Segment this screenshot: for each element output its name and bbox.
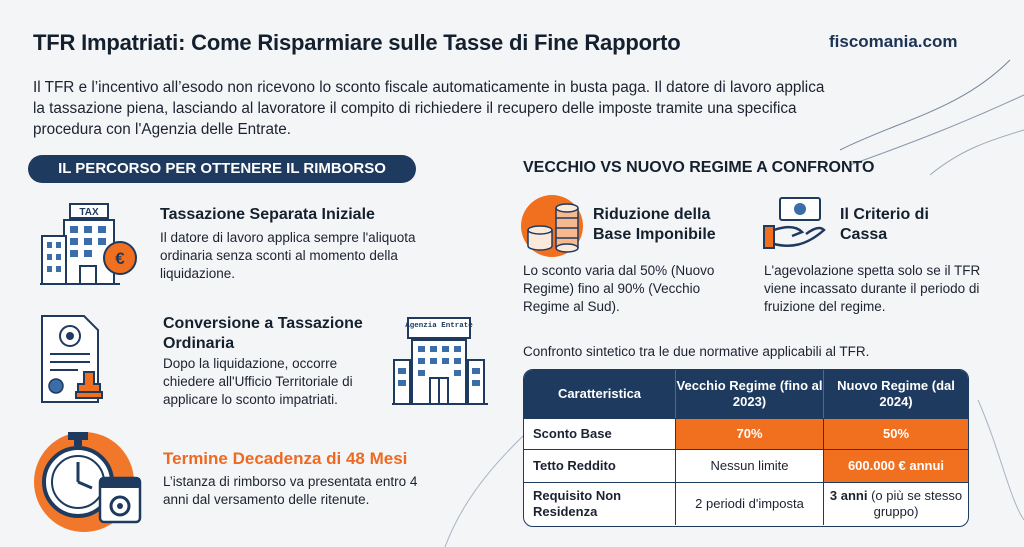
intro-paragraph: Il TFR e l’incentivo all’esodo non ricev…	[33, 79, 825, 138]
comparison-table: Caratteristica Vecchio Regime (fino al 2…	[523, 369, 969, 527]
coin-stack-icon	[521, 195, 583, 257]
hand-banknote-icon	[763, 197, 826, 249]
row-label: Requisito Non Residenza	[524, 483, 676, 525]
agenzia-sign-label: Agenzia Entrate	[405, 322, 473, 330]
row-label: Tetto Reddito	[524, 450, 676, 482]
table-cell: 600.000 € annui	[824, 450, 968, 482]
table-cell: 2 periodi d'imposta	[676, 483, 824, 525]
feature-1-text: Lo sconto varia dal 50% (Nuovo Regime) f…	[523, 263, 715, 314]
table-row: Sconto Base 70% 50%	[524, 418, 968, 449]
left-section-heading: IL PERCORSO PER OTTENERE IL RIMBORSO	[28, 155, 416, 183]
row-label: Sconto Base	[524, 419, 676, 449]
table-header-row: Caratteristica Vecchio Regime (fino al 2…	[524, 370, 968, 418]
tax-sign-label: TAX	[79, 207, 99, 218]
page-title: TFR Impatriati: Come Risparmiare sulle T…	[33, 30, 681, 55]
feature-1-title: Riduzione della Base Imponibile	[593, 206, 716, 243]
step-1-title: Tassazione Separata Iniziale	[160, 206, 375, 223]
table-cell-bold: 3 anni	[829, 488, 868, 503]
feature-2-title: Il Criterio di Cassa	[840, 206, 929, 243]
table-cell: 50%	[824, 419, 968, 449]
table-row: Tetto Reddito Nessun limite 600.000 € an…	[524, 449, 968, 482]
euro-symbol: €	[115, 249, 125, 268]
tax-building-icon: TAX €	[40, 203, 137, 285]
stopwatch-calendar-icon	[34, 432, 142, 532]
table-caption: Confronto sintetico tra le due normative…	[523, 344, 870, 359]
table-cell: Nessun limite	[676, 450, 824, 482]
step-3-title: Termine Decadenza di 48 Mesi	[163, 449, 408, 468]
step-2-title: Conversione a Tassazione Ordinaria	[163, 315, 363, 352]
table-row: Requisito Non Residenza 2 periodi d'impo…	[524, 482, 968, 525]
table-cell-rest: (o più se stesso gruppo)	[867, 488, 963, 519]
table-cell: 3 anni (o più se stesso gruppo)	[824, 483, 968, 525]
column-header: Nuovo Regime (dal 2024)	[837, 378, 955, 409]
step-3-text: L’istanza di rimborso va presentata entr…	[163, 474, 418, 507]
document-stamp-icon	[41, 315, 103, 403]
right-section-heading: VECCHIO VS NUOVO REGIME A CONFRONTO	[523, 159, 875, 176]
column-header: Caratteristica	[524, 370, 676, 418]
feature-2-text: L'agevolazione spetta solo se il TFR vie…	[764, 263, 981, 314]
agenzia-entrate-building-icon: Agenzia Entrate	[392, 317, 488, 405]
brand-logo-text[interactable]: fiscomania.com	[829, 32, 958, 51]
column-header: Vecchio Regime (fino al 2023)	[676, 370, 824, 418]
table-cell: 70%	[676, 419, 824, 449]
step-1-text: Il datore di lavoro applica sempre l'ali…	[160, 230, 416, 281]
step-2-text: Dopo la liquidazione, occorre chiedere a…	[163, 356, 353, 407]
